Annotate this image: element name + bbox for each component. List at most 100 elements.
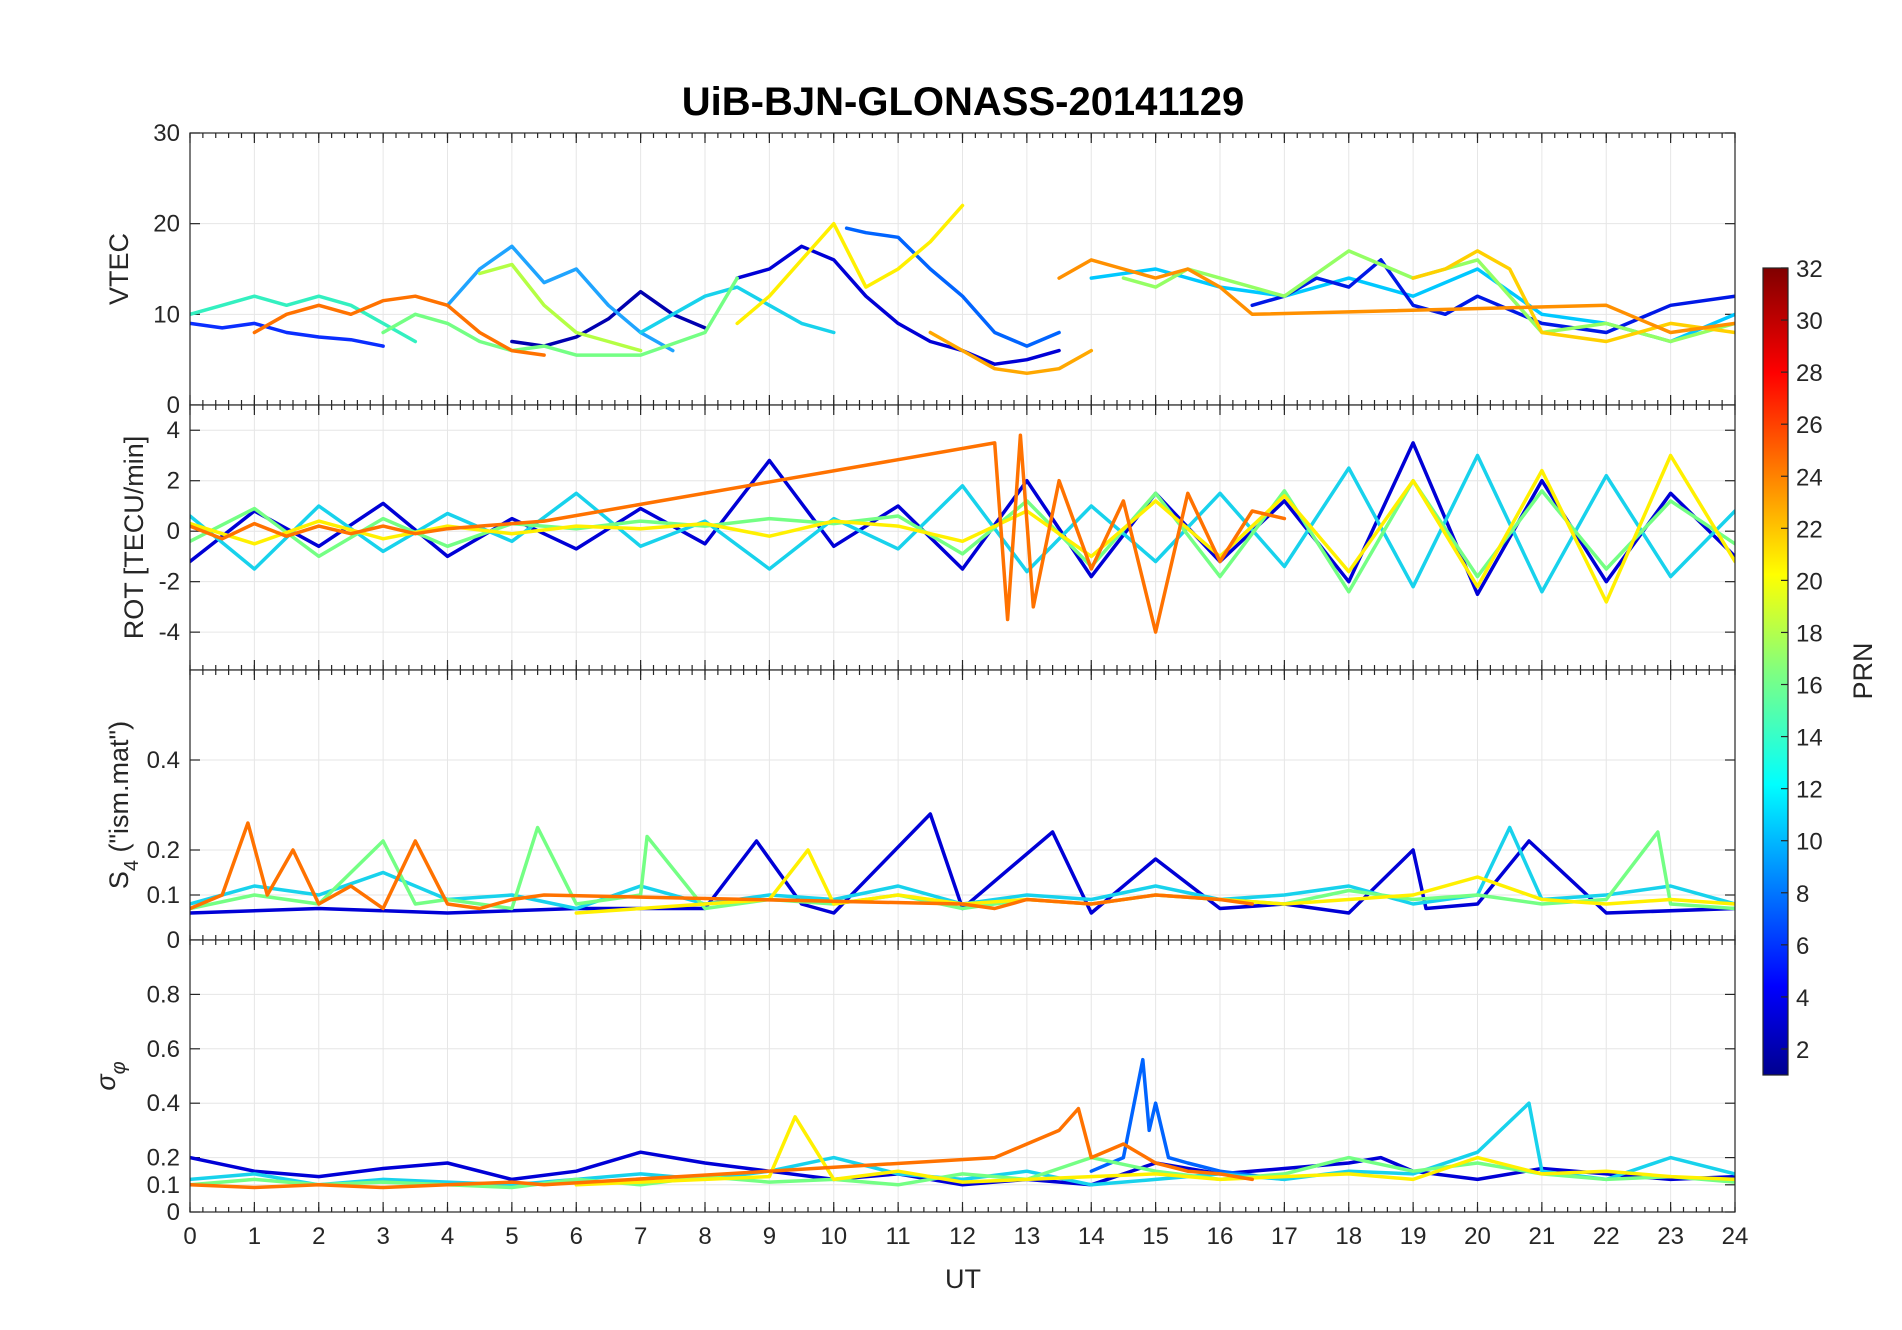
y-tick-label: 0 — [167, 518, 180, 545]
series-line-prn-11 — [190, 453, 1735, 594]
colorbar-tick-label: 22 — [1796, 516, 1823, 543]
x-axis-label: UT — [945, 1264, 981, 1294]
x-tick-label: 10 — [820, 1223, 847, 1250]
series-line-prn-22 — [928, 330, 1094, 376]
y-tick-label: 10 — [153, 301, 180, 328]
x-tick-label: 17 — [1271, 1223, 1298, 1250]
y-tick-label: -2 — [159, 569, 180, 596]
series-line-prn-3 — [735, 244, 1061, 366]
x-tick-label: 23 — [1657, 1223, 1684, 1250]
x-tick-label: 9 — [763, 1223, 776, 1250]
panel-1: 0 10 20 30 VTEC — [104, 120, 1736, 419]
x-tick-label: 16 — [1207, 1223, 1234, 1250]
colorbar-tick-label: 26 — [1796, 412, 1823, 439]
series-line-prn-18 — [477, 262, 643, 353]
y-tick-label: 30 — [153, 120, 180, 147]
y-tick-label: 0.1 — [147, 1172, 180, 1199]
y-tick-label: -4 — [159, 619, 180, 646]
series-line-prn-20 — [574, 1115, 1735, 1187]
series-line-prn-3 — [190, 441, 1735, 597]
y-tick-label: 0.8 — [147, 981, 180, 1008]
x-tick-label: 7 — [634, 1223, 647, 1250]
series-line-prn-16 — [190, 478, 1735, 594]
series-group — [190, 1057, 1735, 1190]
y-tick-label: 0.4 — [147, 1090, 180, 1117]
x-tick-label: 21 — [1529, 1223, 1556, 1250]
series-line-prn-13 — [190, 294, 418, 344]
colorbar-tick-label: 4 — [1796, 985, 1809, 1012]
colorbar-tick-label: 28 — [1796, 360, 1823, 387]
x-tick-label: 18 — [1335, 1223, 1362, 1250]
colorbar-tick-label: 32 — [1796, 256, 1823, 283]
x-tick-label: 11 — [886, 1223, 911, 1250]
x-tick-label: 1 — [248, 1223, 261, 1250]
x-tick-label: 0 — [183, 1223, 196, 1250]
y-axis-label: ROT [TECU/min] — [119, 436, 149, 640]
series-group — [190, 812, 1735, 915]
series-line-prn-24 — [190, 1106, 1254, 1190]
series-line-prn-24 — [190, 821, 1254, 911]
x-tick-label: 14 — [1078, 1223, 1105, 1250]
x-tick-label: 3 — [376, 1223, 389, 1250]
colorbar-tick-label: 12 — [1796, 777, 1823, 804]
series-line-prn-20 — [190, 453, 1735, 604]
x-tick-label: 22 — [1593, 1223, 1620, 1250]
series-line-prn-9 — [445, 244, 675, 353]
y-tick-label: 0 — [167, 1199, 180, 1226]
y-axis-label: VTEC — [104, 233, 134, 305]
series-line-prn-11 — [638, 285, 836, 335]
colorbar-tick-label: 2 — [1796, 1037, 1809, 1064]
colorbar-tick-label: 30 — [1796, 308, 1823, 335]
colorbar-tick-label: 18 — [1796, 620, 1823, 647]
x-tick-label: 15 — [1142, 1223, 1169, 1250]
x-tick-label: 2 — [312, 1223, 325, 1250]
panel-3: 0 0.1 0.2 0.4S4 ("ism.mat") — [104, 669, 1736, 954]
y-axis-label: σφ — [91, 1061, 130, 1090]
y-tick-label: 4 — [167, 417, 180, 444]
series-line-prn-24 — [252, 294, 546, 357]
x-tick-label: 20 — [1464, 1223, 1491, 1250]
panel-2: -4 -2 0 2 4 ROT [TECU/min] — [119, 404, 1736, 671]
colorbar-tick-label: 14 — [1796, 725, 1823, 752]
series-line-prn-7 — [1089, 1057, 1287, 1182]
y-tick-label: 0.1 — [147, 882, 180, 909]
series-line-prn-5 — [190, 321, 385, 348]
x-tick-label: 13 — [1014, 1223, 1041, 1250]
panel-frame — [189, 939, 1736, 1213]
colorbar-tick-label: 8 — [1796, 881, 1809, 908]
x-tick-label: 6 — [570, 1223, 583, 1250]
colorbar-tick-label: 6 — [1796, 933, 1809, 960]
colorbar-tick-label: 24 — [1796, 464, 1823, 491]
y-tick-label: 0 — [167, 927, 180, 954]
y-tick-label: 0.2 — [147, 837, 180, 864]
y-tick-label: 0.2 — [147, 1145, 180, 1172]
y-axis-label: S4 ("ism.mat") — [104, 721, 143, 889]
x-tick-label: 4 — [441, 1223, 454, 1250]
series-line-prn-7 — [844, 226, 1061, 348]
colorbar-tick-label: 20 — [1796, 568, 1823, 595]
series-group — [190, 433, 1735, 634]
y-tick-label: 0.4 — [147, 747, 180, 774]
colorbar-label: PRN — [1848, 642, 1878, 699]
series-line-prn-20 — [735, 203, 965, 326]
colorbar-tick-label: 10 — [1796, 829, 1823, 856]
y-tick-label: 0.6 — [147, 1036, 180, 1063]
y-tick-label: 0 — [167, 392, 180, 419]
series-line-prn-16 — [381, 276, 739, 357]
y-tick-label: 2 — [167, 468, 180, 495]
y-tick-label: 20 — [153, 211, 180, 238]
series-line-prn-11 — [190, 825, 1735, 911]
series-line-prn-24 — [190, 433, 1287, 634]
x-tick-label: 8 — [698, 1223, 711, 1250]
x-tick-label: 24 — [1722, 1223, 1749, 1250]
colorbar-scale — [1762, 267, 1789, 1076]
x-tick-label: 5 — [505, 1223, 518, 1250]
chart-title: UiB-BJN-GLONASS-20141129 — [682, 80, 1244, 124]
series-line-prn-23 — [1057, 258, 1735, 335]
x-tick-label: 19 — [1400, 1223, 1427, 1250]
colorbar-tick-label: 16 — [1796, 673, 1823, 700]
